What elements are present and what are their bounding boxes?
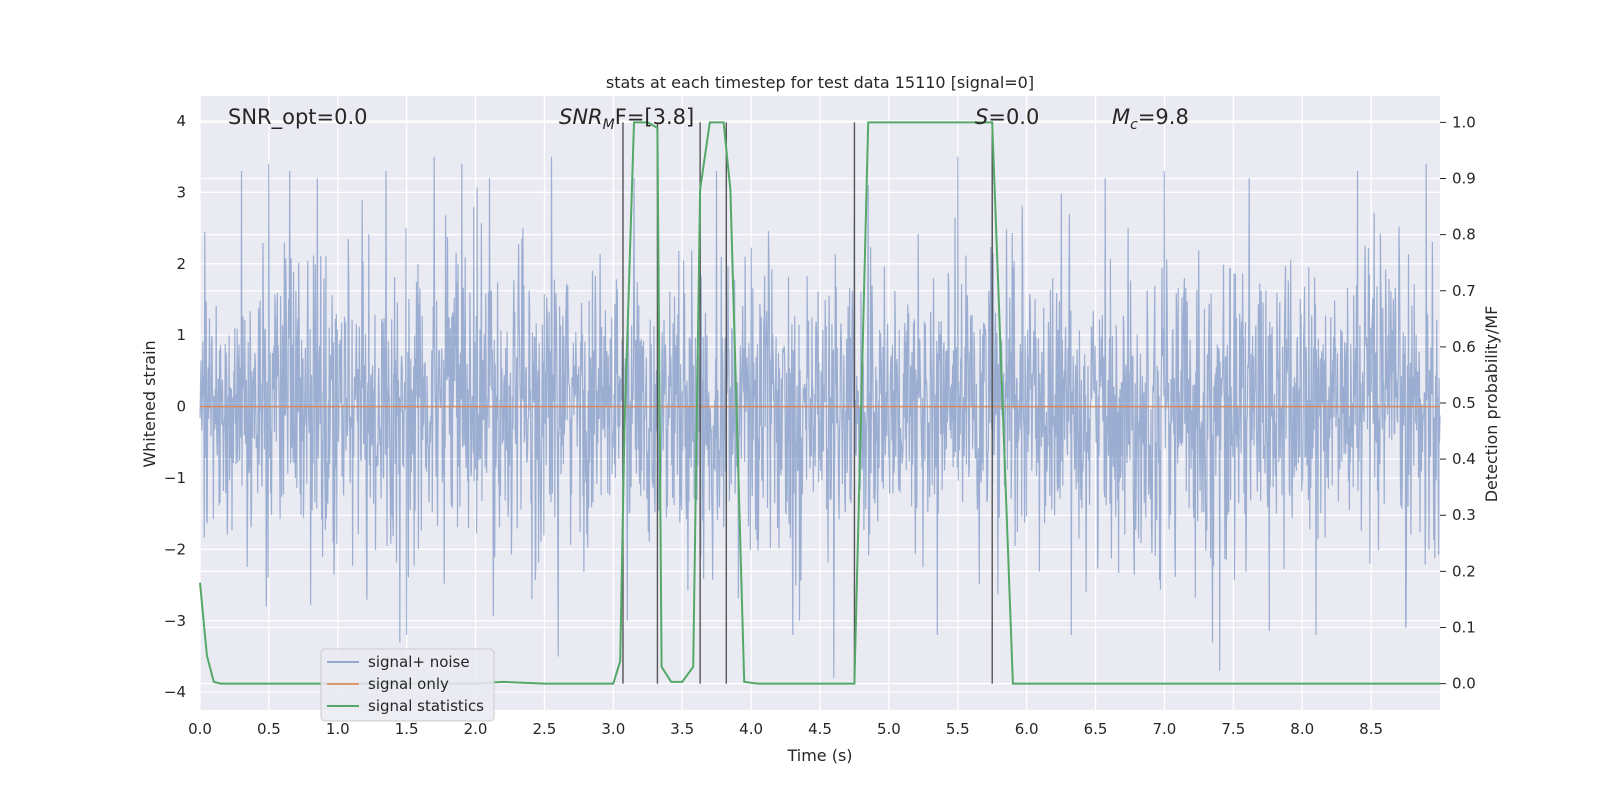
chart-title: stats at each timestep for test data 151… (606, 73, 1034, 92)
legend-label-signal-plus-noise: signal+ noise (368, 653, 470, 671)
legend: signal+ noise signal only signal statist… (320, 648, 495, 722)
x-tick-label: 8.5 (1359, 720, 1383, 738)
annotation-snr-mf-rest: F=[3.8] (615, 105, 694, 129)
x-tick-label: 7.5 (1221, 720, 1245, 738)
y-tick-label: −1 (164, 469, 186, 487)
y-tick-label: 0 (176, 398, 186, 416)
annotation-snr-mf: SNRMF=[3.8] (559, 105, 694, 133)
y-tick-label: 1 (176, 326, 186, 344)
y-tick-label: −4 (164, 683, 186, 701)
y2-tick-label: 0.1 (1452, 618, 1476, 636)
annotation-s-main: S (975, 105, 988, 129)
y-tick-label: 4 (176, 112, 186, 130)
y2-tick-label: 0.8 (1452, 226, 1476, 244)
y-tick-labels: 4 3 2 1 0 −1 −2 −3 −4 (164, 112, 186, 701)
y2-tick-label: 0.3 (1452, 506, 1476, 524)
legend-label-signal-statistics: signal statistics (368, 697, 484, 715)
x-tick-label: 7.0 (1153, 720, 1177, 738)
legend-box (320, 648, 495, 722)
annotation-snr-mf-main: SNR (559, 105, 603, 129)
annotation-s-rest: =0.0 (988, 105, 1039, 129)
signal-plus-noise-series (199, 149, 1441, 678)
y2-tick-label: 0.6 (1452, 338, 1476, 356)
x-tick-label: 8.0 (1290, 720, 1314, 738)
annotation-mc: Mc=9.8 (1112, 105, 1189, 133)
x-axis-label: Time (s) (786, 746, 852, 765)
legend-label-signal-only: signal only (368, 675, 449, 693)
x-tick-label: 1.5 (395, 720, 419, 738)
y2-tick-label: 0.9 (1452, 170, 1476, 188)
y2-axis-label: Detection probability/MF (1482, 306, 1501, 503)
x-tick-label: 5.5 (946, 720, 970, 738)
x-tick-label: 0.5 (257, 720, 281, 738)
y2-tick-label: 0.4 (1452, 450, 1476, 468)
x-tick-label: 3.0 (601, 720, 625, 738)
y2-tick-label: 0.0 (1452, 675, 1476, 693)
annotation-s: S=0.0 (975, 105, 1039, 129)
y-axis-label: Whitened strain (140, 340, 159, 467)
x-tick-labels: 0.0 0.5 1.0 1.5 2.0 2.5 3.0 3.5 4.0 4.5 5.0 5.5 6.0 6… (188, 720, 1383, 738)
y2-tick-label: 1.0 (1452, 113, 1476, 131)
y2-tick-label: 0.2 (1452, 562, 1476, 580)
x-tick-label: 3.5 (670, 720, 694, 738)
y-tick-label: −3 (164, 612, 186, 630)
annotation-mc-main: M (1112, 105, 1130, 129)
x-tick-label: 2.0 (464, 720, 488, 738)
x-tick-label: 4.5 (808, 720, 832, 738)
annotation-mc-rest: =9.8 (1138, 105, 1189, 129)
y2-tick-label: 0.7 (1452, 282, 1476, 300)
x-tick-label: 0.0 (188, 720, 212, 738)
y2-tick-label: 0.5 (1452, 394, 1476, 412)
x-tick-label: 1.0 (326, 720, 350, 738)
y-tick-label: −2 (164, 540, 186, 558)
x-tick-label: 5.0 (877, 720, 901, 738)
annotation-mc-sub: c (1130, 117, 1138, 133)
annotation-snr-mf-sub: M (603, 117, 615, 133)
x-tick-label: 2.5 (533, 720, 557, 738)
x-tick-label: 6.0 (1015, 720, 1039, 738)
signal-plus-noise-line (199, 149, 1441, 678)
annotation-snr-opt: SNR_opt=0.0 (228, 105, 368, 130)
y2-tick-labels: 1.0 0.9 0.8 0.7 0.6 0.5 0.4 0.3 0.2 0.1 0.0 (1440, 113, 1476, 693)
y-tick-label: 3 (176, 183, 186, 201)
x-tick-label: 4.0 (739, 720, 763, 738)
x-tick-label: 6.5 (1084, 720, 1108, 738)
y-tick-label: 2 (176, 255, 186, 273)
